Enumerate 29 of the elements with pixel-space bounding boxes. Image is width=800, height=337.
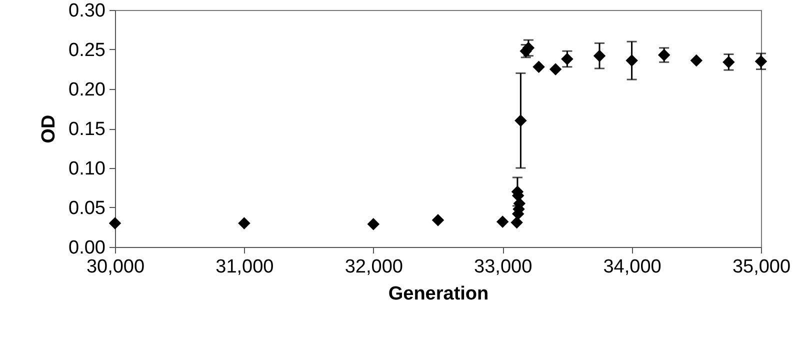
y-tick-label: 0.10 (68, 158, 106, 180)
point (432, 214, 444, 226)
point (367, 218, 380, 230)
y-tick-label: 0.00 (68, 238, 106, 258)
x-tick-label: 34,000 (603, 256, 662, 278)
y-axis-title: OD (38, 114, 60, 144)
point (754, 55, 768, 68)
y-tick-label: 0.15 (68, 119, 106, 140)
x-tick-label: 33,000 (474, 256, 532, 278)
point (514, 114, 527, 127)
point (496, 216, 509, 228)
y-tick-label: 0.30 (68, 0, 106, 22)
x-tick-label: 35,000 (732, 256, 791, 278)
point (549, 63, 562, 76)
point (532, 60, 545, 74)
point (108, 217, 122, 230)
y-tick-label: 0.20 (68, 80, 106, 100)
x-tick-label: 31,000 (216, 256, 274, 278)
y-tick-label: 0.25 (68, 40, 106, 61)
point (238, 217, 250, 230)
x-tick-label: 30,000 (86, 256, 145, 278)
point (690, 54, 703, 67)
point (561, 52, 574, 66)
point (722, 56, 735, 68)
y-tick-label: 0.05 (68, 198, 106, 219)
point (626, 54, 638, 67)
x-tick-label: 32,000 (344, 256, 403, 278)
x-axis-title: Generation (388, 284, 489, 304)
point (593, 50, 606, 62)
